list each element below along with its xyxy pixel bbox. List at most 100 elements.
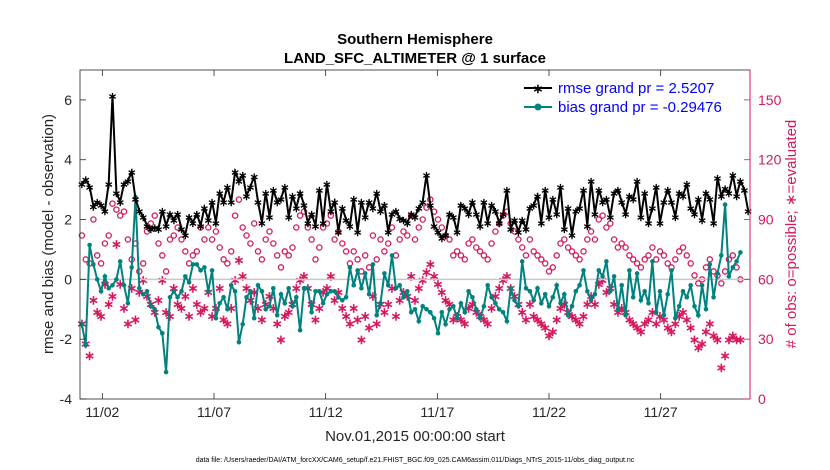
obs-possible-point — [522, 252, 530, 259]
rmse-point: ∗ — [158, 206, 167, 218]
obs-possible-point — [484, 256, 491, 263]
y-tick-label: 2 — [64, 212, 72, 228]
x-tick-label: 11/12 — [309, 404, 343, 420]
obs-evaluated-point: ∗ — [555, 300, 566, 315]
rmse-point: ∗ — [380, 200, 389, 212]
obs-possible-point — [561, 236, 568, 243]
obs-evaluated-point: ∗ — [658, 312, 669, 327]
obs-evaluated-point: ∗ — [429, 268, 440, 283]
obs-evaluated-point: ∗ — [425, 256, 436, 271]
obs-evaluated-point: ∗ — [436, 284, 447, 299]
rmse-point: ∗ — [219, 197, 228, 209]
bias-point — [646, 301, 651, 306]
rmse-point: ∗ — [452, 227, 461, 239]
rmse-point: ∗ — [445, 209, 454, 221]
rmse-point: ∗ — [368, 203, 377, 215]
obs-evaluated-point: ∗ — [490, 288, 501, 303]
obs-possible-point — [339, 240, 346, 247]
obs-evaluated-point: ∗ — [249, 284, 260, 299]
bias-point — [657, 289, 663, 294]
bias-point — [271, 286, 276, 291]
obs-evaluated-point: ∗ — [222, 316, 233, 331]
bias-point — [125, 301, 131, 306]
bias-point — [703, 307, 709, 312]
obs-evaluated-point: ∗ — [651, 316, 662, 331]
bias-point — [324, 292, 330, 297]
obs-evaluated-point: ∗ — [264, 288, 275, 303]
rmse-point: ∗ — [223, 182, 232, 194]
rmse-line — [81, 95, 750, 239]
obs-possible-point — [105, 232, 112, 239]
obs-possible-point — [227, 248, 235, 255]
obs-possible-point — [584, 236, 591, 243]
bias-point — [416, 318, 422, 324]
bias-point — [412, 307, 418, 312]
obs-evaluated-point: ∗ — [444, 296, 455, 311]
bias-point — [680, 289, 686, 294]
obs-possible-point — [706, 256, 714, 263]
bias-point — [531, 298, 536, 303]
obs-possible-point — [201, 236, 208, 243]
rmse-point: ∗ — [590, 209, 599, 221]
rmse-point: ∗ — [165, 209, 174, 221]
obs-possible-point — [553, 252, 560, 259]
rmse-point: ∗ — [345, 221, 354, 233]
bias-point — [592, 292, 598, 297]
obs-possible-point — [342, 248, 350, 255]
obs-evaluated-point: ∗ — [406, 268, 417, 283]
rmse-point: ∗ — [81, 175, 90, 187]
obs-possible-point — [182, 248, 189, 255]
obs-evaluated-point: ∗ — [276, 332, 287, 347]
rmse-point: ∗ — [154, 224, 163, 236]
rmse-point: ∗ — [292, 203, 301, 215]
bias-point — [198, 268, 203, 273]
bias-point — [202, 265, 207, 270]
obs-possible-point — [419, 216, 426, 223]
obs-evaluated-point: ∗ — [586, 288, 597, 303]
bias-point — [466, 289, 471, 294]
obs-evaluated-point: ∗ — [647, 304, 658, 319]
bias-point — [527, 289, 533, 294]
bias-point — [699, 283, 705, 288]
obs-evaluated-point: ∗ — [256, 312, 267, 327]
obs-possible-point — [729, 252, 737, 259]
bias-point — [393, 286, 399, 291]
obs-evaluated-point: ∗ — [184, 308, 195, 323]
rmse-point: ∗ — [521, 224, 530, 236]
obs-possible-point — [113, 206, 120, 213]
bias-point — [535, 286, 540, 291]
obs-evaluated-point: ∗ — [310, 312, 321, 327]
rmse-point: ∗ — [537, 218, 546, 230]
rmse-point: ∗ — [261, 188, 270, 200]
bias-point — [328, 289, 334, 294]
obs-possible-point — [465, 240, 472, 247]
rmse-point: ∗ — [376, 206, 385, 218]
rmse-point: ∗ — [299, 200, 308, 212]
rmse-point: ∗ — [736, 176, 745, 188]
obs-evaluated-point: ∗ — [394, 292, 405, 307]
bias-point — [206, 289, 211, 294]
legend-bias-label: bias grand pr = -0.29476 — [558, 99, 722, 116]
obs-possible-point — [296, 212, 304, 219]
obs-possible-point — [610, 236, 618, 243]
obs-evaluated-point: ∗ — [678, 304, 689, 319]
obs-possible-point — [679, 244, 687, 251]
bias-point — [523, 286, 529, 291]
rmse-point: ∗ — [242, 191, 251, 203]
bias-point — [546, 304, 552, 309]
rmse-point: ∗ — [675, 188, 684, 200]
obs-evaluated-point: ∗ — [494, 280, 505, 295]
obs-evaluated-point: ∗ — [674, 308, 685, 323]
rmse-point: ∗ — [426, 200, 435, 212]
obs-evaluated-point: ∗ — [318, 284, 329, 299]
obs-possible-point — [381, 248, 388, 255]
rmse-point: ∗ — [349, 194, 358, 206]
obs-possible-point — [270, 240, 277, 247]
rmse-point: ∗ — [717, 191, 726, 203]
obs-possible-point — [656, 248, 664, 255]
obs-possible-point — [672, 256, 679, 263]
rmse-point: ∗ — [131, 194, 140, 206]
rmse-point: ∗ — [96, 200, 105, 212]
rmse-point: ∗ — [184, 212, 193, 224]
bias-point — [504, 318, 510, 324]
